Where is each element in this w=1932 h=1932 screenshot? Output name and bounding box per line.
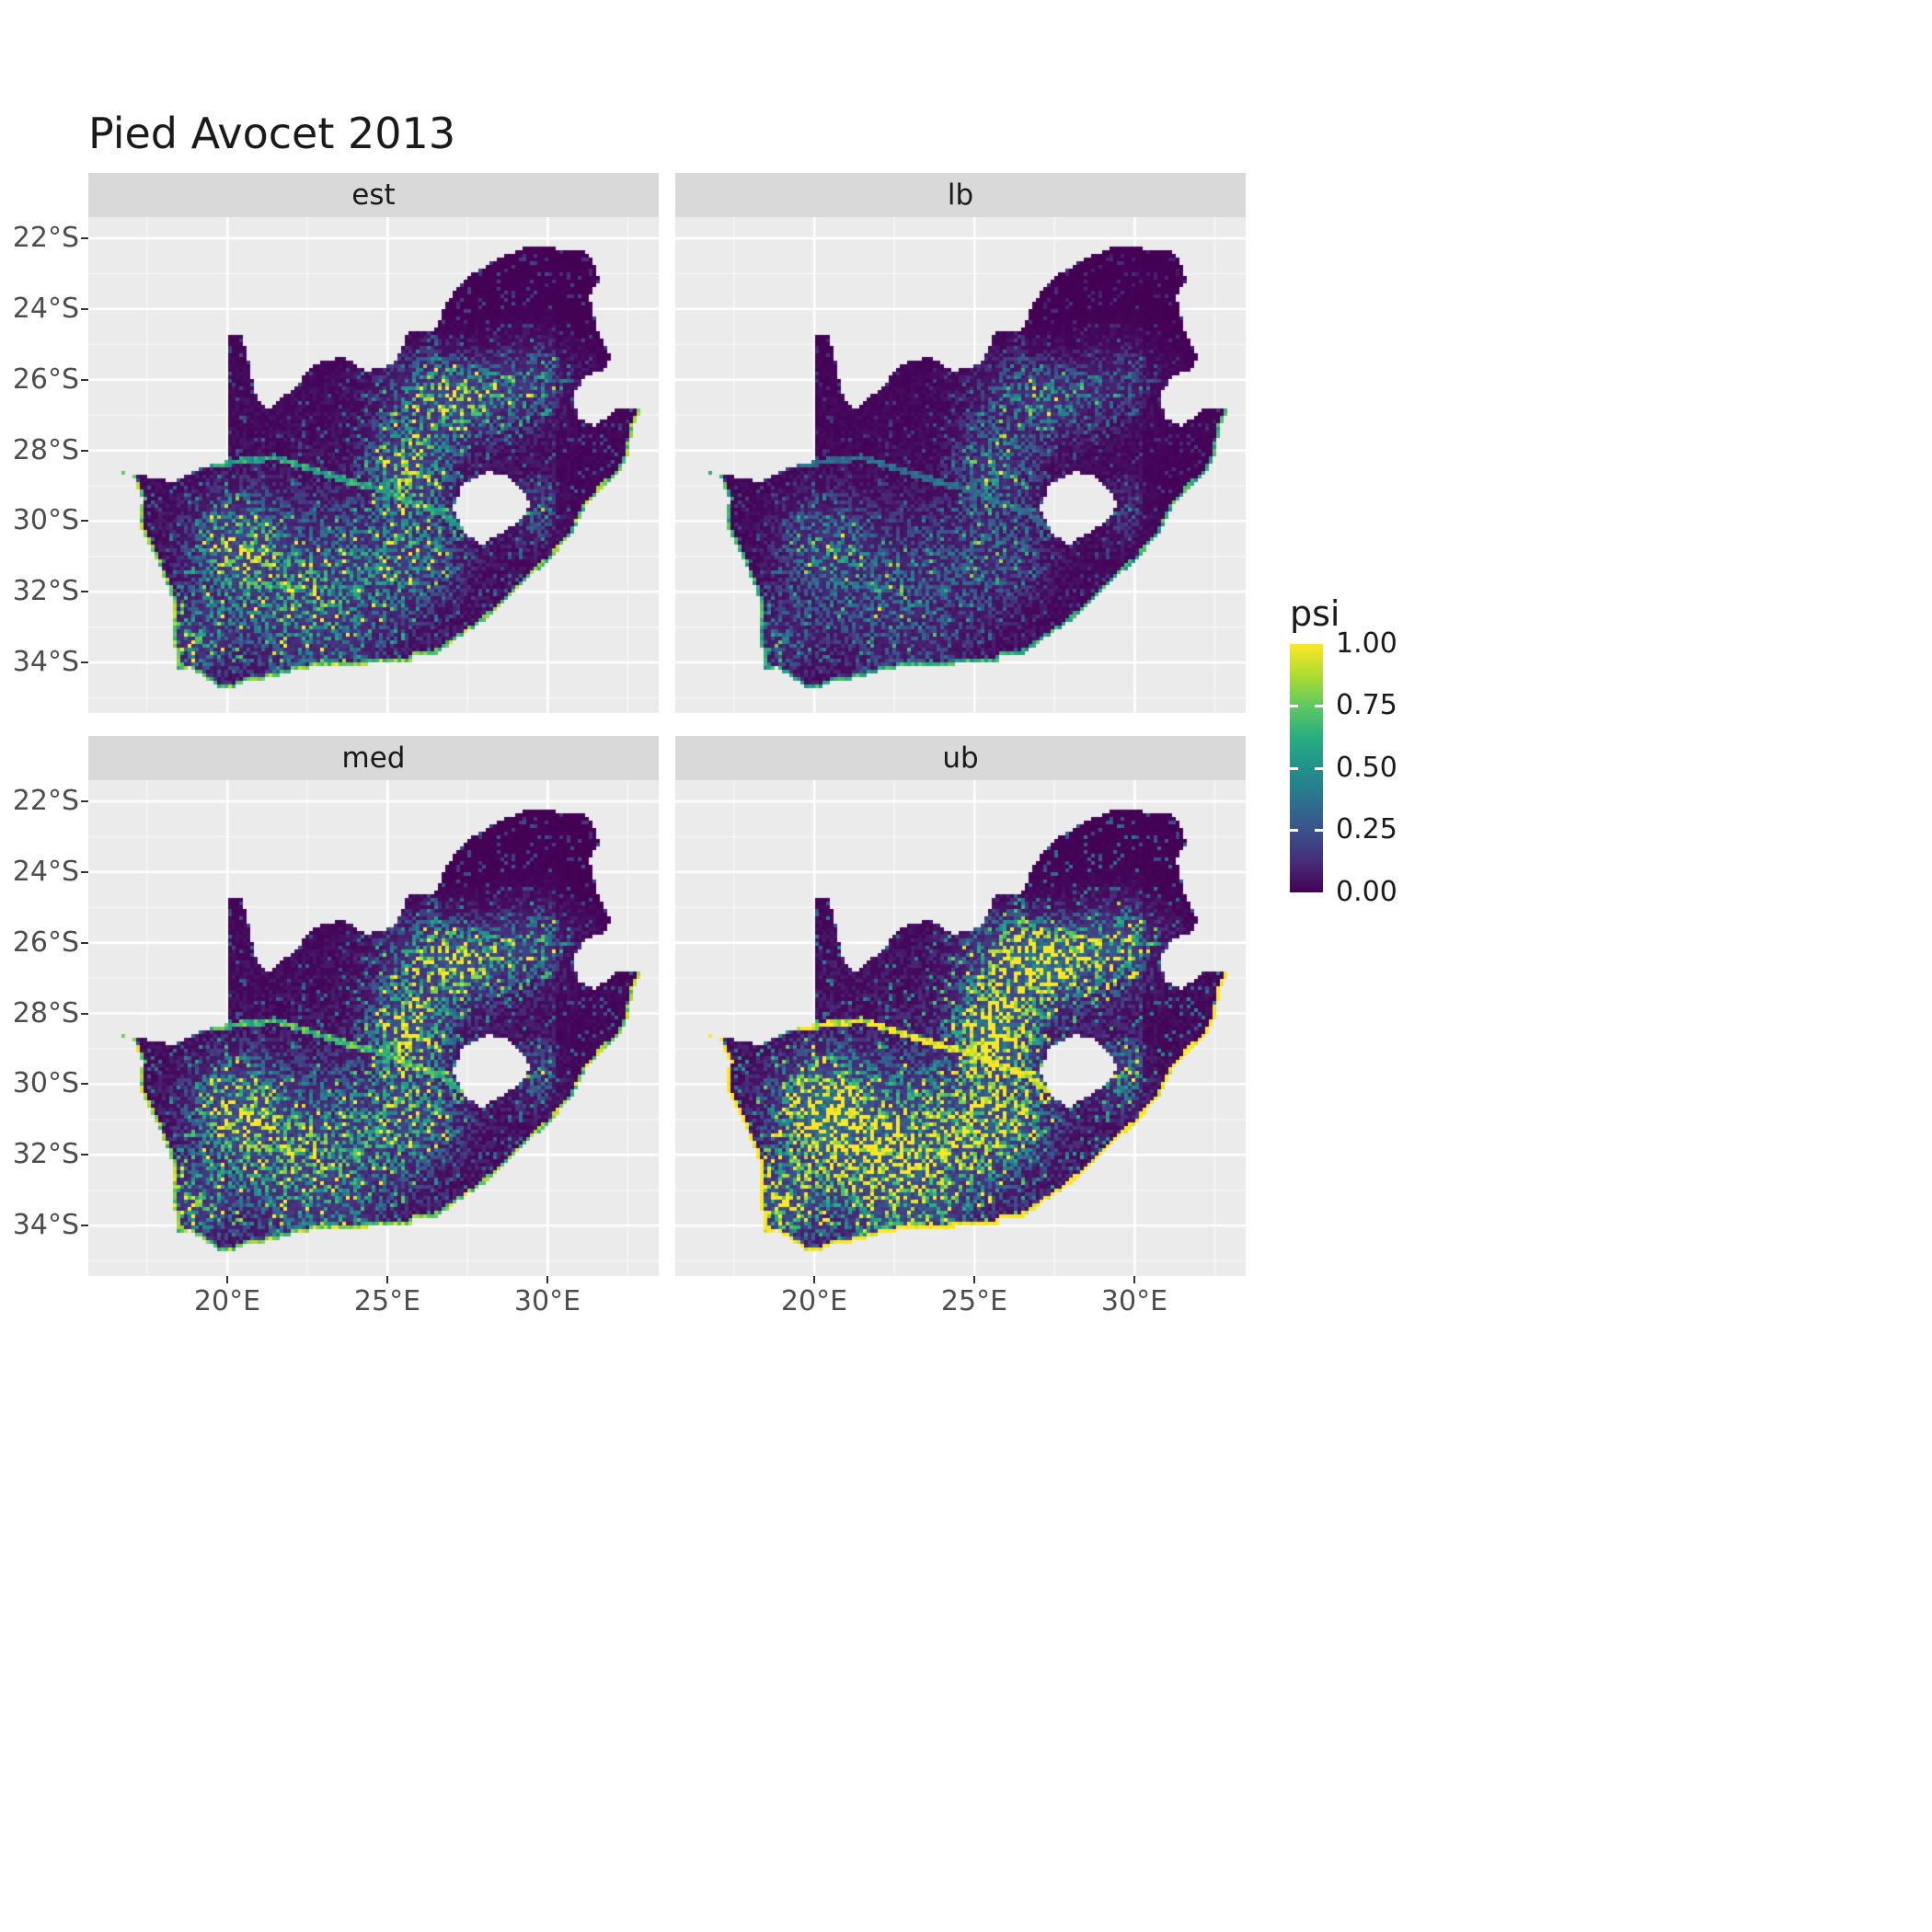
y-tick-label: 28°S [12, 434, 79, 466]
y-axis-tick [81, 800, 88, 802]
y-tick-label: 26°S [12, 926, 79, 959]
y-tick-label: 30°S [12, 1067, 79, 1099]
panel-med [88, 780, 659, 1276]
x-axis-tick [813, 1276, 815, 1283]
facet-strip-lb: lb [675, 173, 1246, 217]
legend-tick-label: 0.00 [1336, 876, 1397, 908]
y-axis-tick [81, 520, 88, 522]
y-tick-label: 24°S [12, 856, 79, 888]
facet-strip-label: ub [942, 742, 979, 775]
legend-tick-label: 1.00 [1336, 627, 1397, 660]
y-axis-tick [81, 591, 88, 592]
x-axis-tick [546, 1276, 548, 1283]
x-tick-label: 20°E [193, 1285, 261, 1317]
x-tick-label: 25°E [353, 1285, 421, 1317]
facet-strip-med: med [88, 736, 659, 780]
facet-strip-ub: ub [675, 736, 1246, 780]
legend-tick-label: 0.75 [1336, 689, 1397, 721]
panel-est [88, 217, 659, 713]
y-tick-label: 22°S [12, 222, 79, 254]
y-axis-tick [81, 1013, 88, 1015]
y-axis-tick [81, 450, 88, 452]
y-tick-label: 28°S [12, 997, 79, 1029]
legend-tick-label: 0.25 [1336, 813, 1397, 845]
x-tick-label: 30°E [513, 1285, 581, 1317]
legend-tick [1315, 767, 1323, 770]
y-axis-tick [81, 237, 88, 239]
panel-lb [675, 217, 1246, 713]
y-tick-label: 32°S [12, 575, 79, 607]
x-axis-tick [226, 1276, 228, 1283]
y-tick-label: 24°S [12, 293, 79, 325]
legend-tick [1290, 829, 1298, 832]
legend-tick [1315, 829, 1323, 832]
y-tick-label: 32°S [12, 1138, 79, 1170]
facet-map-ub [675, 780, 1246, 1276]
legend-tick-label: 0.50 [1336, 752, 1397, 784]
y-axis-tick [81, 661, 88, 663]
facet-strip-label: med [341, 742, 406, 775]
x-tick-label: 30°E [1100, 1285, 1168, 1317]
y-axis-tick [81, 871, 88, 873]
legend-tick [1290, 767, 1298, 770]
legend-tick [1315, 705, 1323, 707]
y-axis-tick [81, 1225, 88, 1226]
facet-map-med [88, 780, 659, 1276]
y-axis-tick [81, 1083, 88, 1085]
y-axis-tick [81, 379, 88, 381]
y-axis-tick [81, 1154, 88, 1156]
panel-ub [675, 780, 1246, 1276]
x-axis-tick [386, 1276, 388, 1283]
facet-strip-est: est [88, 173, 659, 217]
y-tick-label: 26°S [12, 363, 79, 396]
y-tick-label: 34°S [12, 1209, 79, 1241]
x-tick-label: 25°E [940, 1285, 1008, 1317]
facet-strip-label: est [351, 178, 396, 212]
y-tick-label: 22°S [12, 785, 79, 817]
figure-title: Pied Avocet 2013 [88, 109, 456, 158]
y-tick-label: 30°S [12, 504, 79, 536]
y-axis-tick [81, 308, 88, 310]
y-tick-label: 34°S [12, 646, 79, 678]
facet-map-est [88, 217, 659, 713]
legend-title: psi [1290, 593, 1340, 634]
facet-map-lb [675, 217, 1246, 713]
x-axis-tick [973, 1276, 975, 1283]
x-tick-label: 20°E [780, 1285, 848, 1317]
legend-tick [1290, 705, 1298, 707]
x-axis-tick [1133, 1276, 1135, 1283]
y-axis-tick [81, 942, 88, 944]
facet-strip-label: lb [947, 178, 974, 212]
